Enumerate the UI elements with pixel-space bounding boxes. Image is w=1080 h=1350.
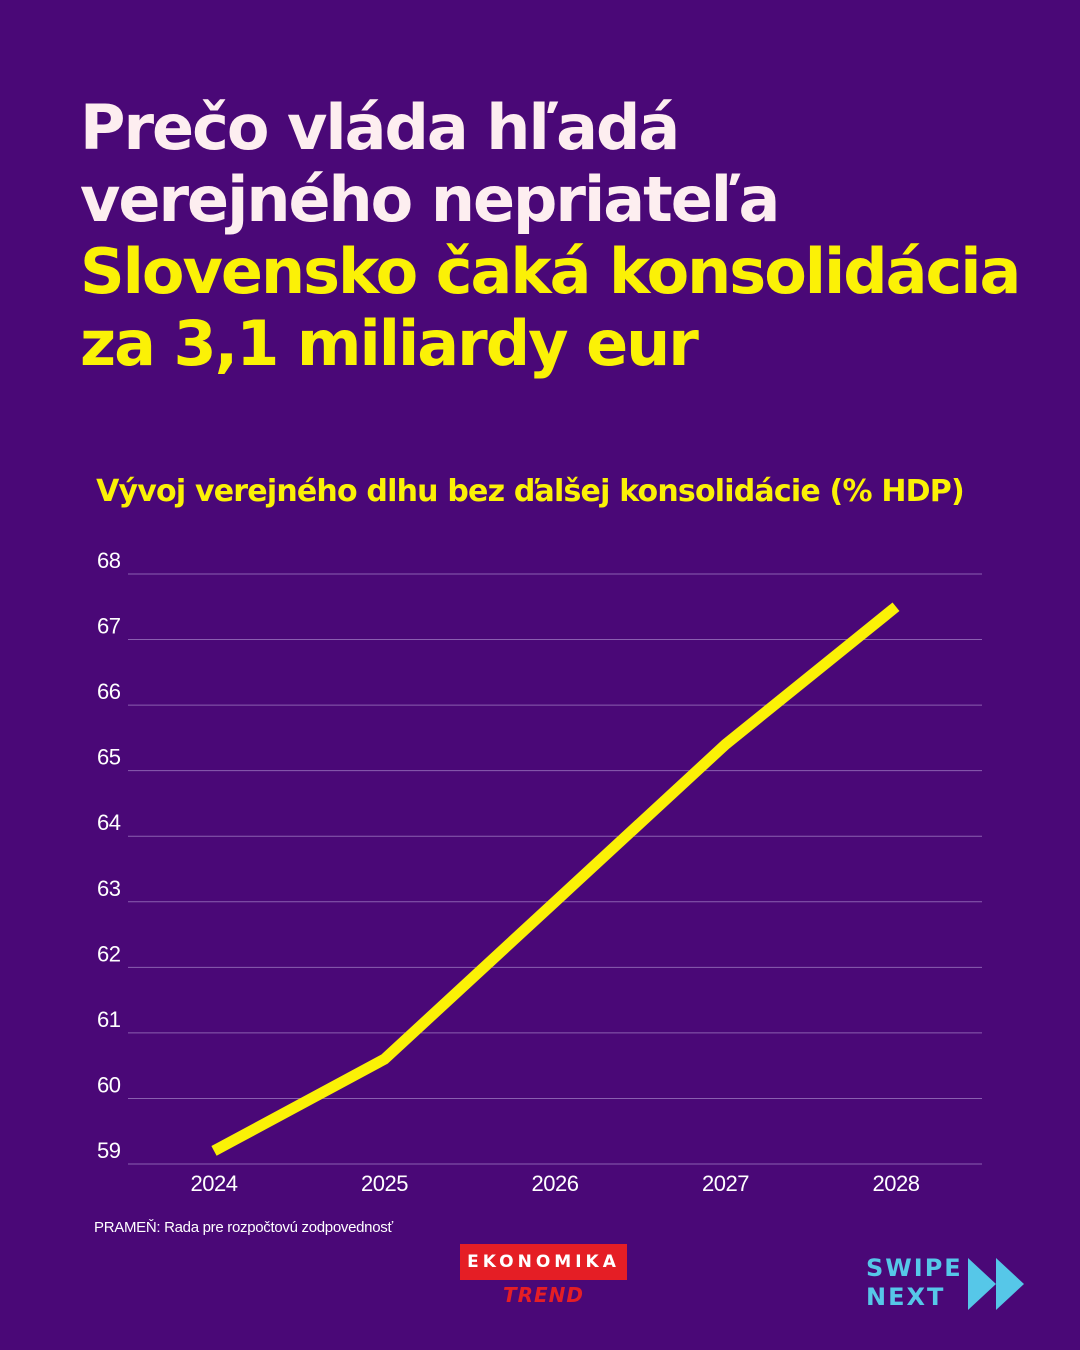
y-tick-label: 66 [97,679,121,704]
swipe-label: SWIPE [866,1254,963,1282]
x-tick-label: 2027 [702,1171,749,1196]
y-tick-label: 68 [97,548,121,573]
y-tick-label: 60 [97,1072,121,1097]
y-tick-label: 64 [97,810,121,835]
headline: Prečo vláda hľadá verejného nepriateľa S… [80,92,1060,380]
headline-line-4: za 3,1 miliardy eur [80,307,699,380]
x-tick-label: 2028 [873,1171,920,1196]
y-tick-label: 61 [97,1007,121,1032]
source-note: PRAMEŇ: Rada pre rozpočtovú zodpovednosť [94,1219,393,1236]
headline-line-1: Prečo vláda hľadá [80,91,680,164]
x-tick-label: 2026 [532,1171,579,1196]
logo-top-text: EKONOMIKA [467,1252,620,1272]
y-tick-label: 63 [97,876,121,901]
y-tick-label: 65 [97,745,121,770]
y-tick-label: 59 [97,1138,121,1163]
x-tick-label: 2025 [361,1171,408,1196]
line-chart: 59 60 61 62 63 64 65 66 67 68 2024 2025 2026 2027 2028 [97,548,982,1196]
y-tick-label: 62 [97,941,121,966]
trend-logo: TREND [502,1283,585,1307]
swipe-next-button[interactable]: SWIPE NEXT [866,1254,963,1312]
headline-line-3: Slovensko čaká konsolidácia [80,235,1021,308]
ekonomika-logo: EKONOMIKA [460,1244,627,1280]
chart-title: Vývoj verejného dlhu bez ďalšej konsolid… [96,474,965,509]
double-chevron-right-icon[interactable] [966,1258,1026,1310]
series-line-0 [211,602,900,1156]
y-tick-label: 67 [97,614,121,639]
headline-line-2: verejného nepriateľa [80,163,780,236]
x-tick-label: 2024 [191,1171,238,1196]
next-label: NEXT [866,1283,946,1311]
